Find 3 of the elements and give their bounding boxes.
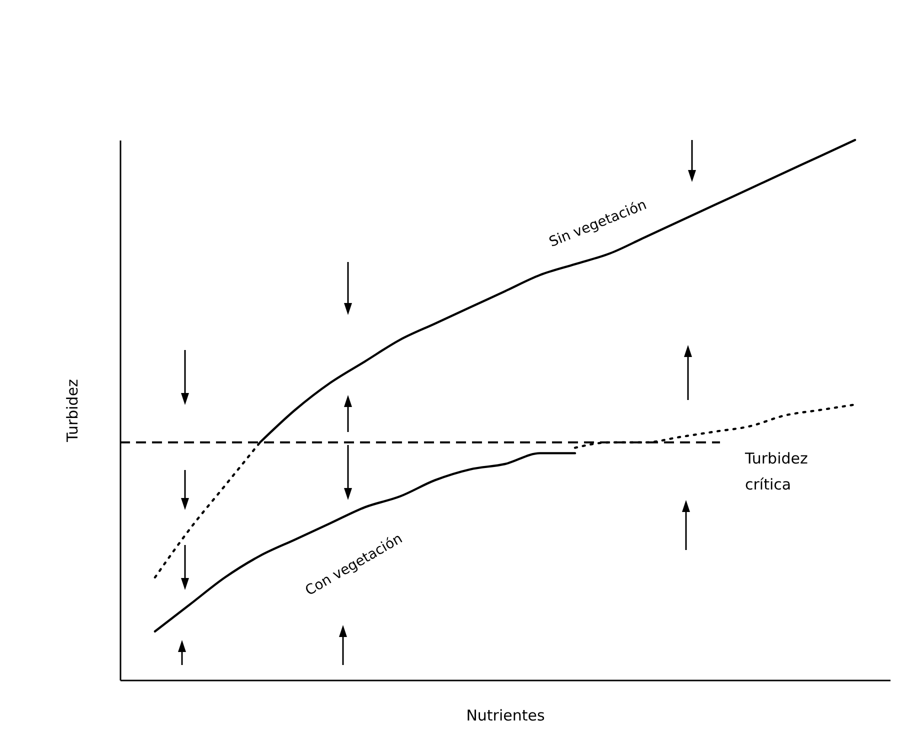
x-axis-title: Nutrientes [466, 706, 545, 724]
y-axis-title: Turbidez [64, 378, 82, 443]
ref-line-label: Turbidez crítica [744, 449, 808, 494]
